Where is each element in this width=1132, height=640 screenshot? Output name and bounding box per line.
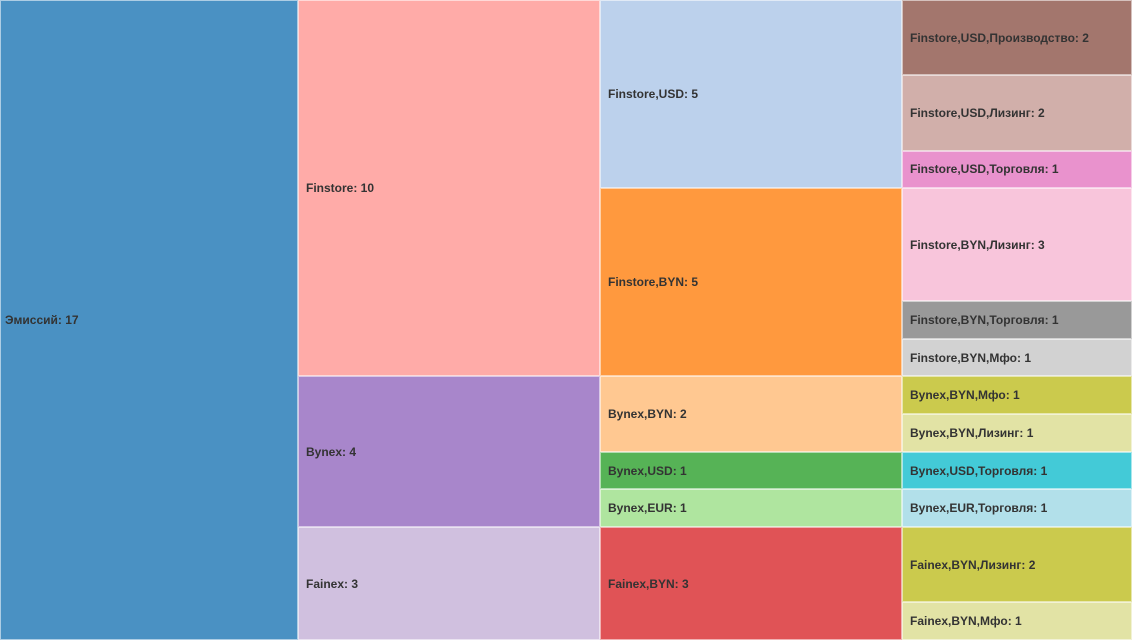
icicle-node-label: Finstore,USD: 5: [608, 87, 699, 102]
icicle-node-bynex-eur[interactable]: Bynex,EUR: 1: [600, 489, 902, 528]
icicle-node-finstore-usd-торговля[interactable]: Finstore,USD,Торговля: 1: [902, 150, 1132, 189]
icicle-node-label: Finstore,USD,Производство: 2: [910, 30, 1089, 45]
icicle-node-bynex-usd[interactable]: Bynex,USD: 1: [600, 451, 902, 490]
icicle-node-finstore-byn-торговля[interactable]: Finstore,BYN,Торговля: 1: [902, 301, 1132, 339]
icicle-node-finstore-byn-лизинг[interactable]: Finstore,BYN,Лизинг: 3: [902, 188, 1132, 302]
icicle-node-label: Bynex,USD,Торговля: 1: [910, 463, 1048, 478]
icicle-node-label: Bynex,BYN: 2: [608, 407, 687, 422]
icicle-node-label: Finstore,USD,Торговля: 1: [910, 162, 1059, 177]
icicle-node-label: Bynex: 4: [306, 444, 357, 459]
icicle-node-finstore-usd-лизинг[interactable]: Finstore,USD,Лизинг: 2: [902, 75, 1132, 151]
icicle-node-bynex-byn-лизинг[interactable]: Bynex,BYN,Лизинг: 1: [902, 414, 1132, 452]
icicle-node-fainex-byn-мфо[interactable]: Fainex,BYN,Мфо: 1: [902, 602, 1132, 640]
icicle-node-finstore[interactable]: Finstore: 10: [298, 0, 600, 377]
icicle-node-fainex[interactable]: Fainex: 3: [298, 527, 600, 640]
icicle-node-label: Finstore,BYN: 5: [608, 275, 699, 290]
icicle-node-label: Finstore,BYN,Торговля: 1: [910, 312, 1059, 327]
icicle-node-label: Эмиссий: 17: [5, 313, 79, 327]
icicle-node-эмиссий[interactable]: Эмиссий: 17: [0, 0, 298, 640]
icicle-node-bynex-eur-торговля[interactable]: Bynex,EUR,Торговля: 1: [902, 489, 1132, 528]
icicle-node-fainex-byn-лизинг[interactable]: Fainex,BYN,Лизинг: 2: [902, 527, 1132, 603]
icicle-node-bynex[interactable]: Bynex: 4: [298, 376, 600, 528]
icicle-node-label: Finstore: 10: [306, 181, 375, 196]
icicle-node-label: Finstore,BYN,Лизинг: 3: [910, 237, 1045, 252]
icicle-node-bynex-usd-торговля[interactable]: Bynex,USD,Торговля: 1: [902, 451, 1132, 490]
icicle-node-label: Bynex,BYN,Лизинг: 1: [910, 425, 1034, 440]
icicle-node-label: Bynex,BYN,Мфо: 1: [910, 388, 1020, 403]
icicle-node-label: Bynex,EUR,Торговля: 1: [910, 501, 1048, 516]
icicle-node-label: Fainex,BYN: 3: [608, 576, 689, 591]
icicle-node-bynex-byn[interactable]: Bynex,BYN: 2: [600, 376, 902, 452]
icicle-node-label: Finstore,BYN,Мфо: 1: [910, 350, 1032, 365]
icicle-node-bynex-byn-мфо[interactable]: Bynex,BYN,Мфо: 1: [902, 376, 1132, 415]
icicle-node-label: Finstore,USD,Лизинг: 2: [910, 105, 1045, 120]
icicle-node-fainex-byn[interactable]: Fainex,BYN: 3: [600, 527, 902, 640]
icicle-node-finstore-usd-производство[interactable]: Finstore,USD,Производство: 2: [902, 0, 1132, 76]
icicle-node-label: Bynex,USD: 1: [608, 463, 687, 478]
icicle-node-label: Fainex: 3: [306, 576, 359, 591]
icicle-node-finstore-byn[interactable]: Finstore,BYN: 5: [600, 188, 902, 377]
icicle-node-label: Fainex,BYN,Мфо: 1: [910, 614, 1022, 629]
icicle-node-label: Bynex,EUR: 1: [608, 501, 687, 516]
icicle-node-finstore-byn-мфо[interactable]: Finstore,BYN,Мфо: 1: [902, 338, 1132, 377]
icicle-node-label: Fainex,BYN,Лизинг: 2: [910, 557, 1036, 572]
icicle-node-finstore-usd[interactable]: Finstore,USD: 5: [600, 0, 902, 189]
